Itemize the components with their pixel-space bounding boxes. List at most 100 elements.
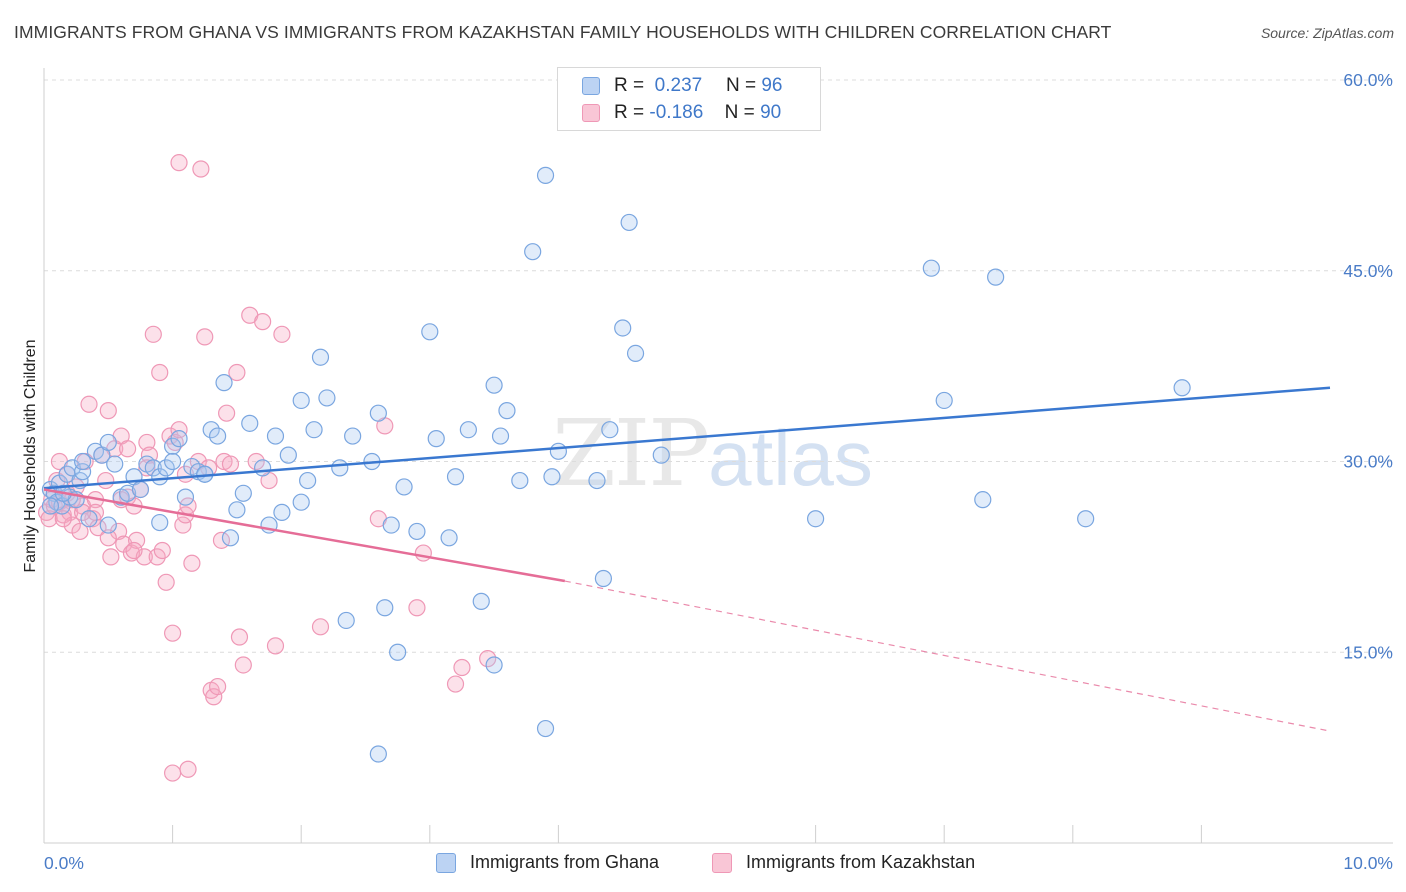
ghana-point	[588, 471, 606, 490]
ghana-point	[299, 471, 317, 490]
ghana-point	[144, 459, 162, 477]
ghana-point	[80, 510, 98, 528]
ghana-point	[498, 402, 516, 420]
ghana-point	[620, 213, 638, 232]
ghana-point	[241, 414, 259, 432]
kazakhstan-point	[118, 440, 137, 458]
legend: R = 0.237 N = 96 R = -0.186 N = 90	[557, 67, 821, 131]
ghana-point	[41, 497, 60, 515]
kazakhstan-trend-extension	[564, 580, 1331, 732]
bottom-legend-label-kazakhstan: Immigrants from Kazakhstan	[746, 852, 976, 872]
kazakhstan-point	[153, 541, 171, 560]
kazakhstan-point	[446, 675, 465, 693]
legend-n-label: N =	[724, 102, 755, 123]
ghana-point	[594, 569, 613, 588]
legend-r-label: R =	[614, 102, 645, 123]
kazakhstan-point	[138, 433, 156, 452]
ghana-point	[337, 611, 355, 630]
ghana-point	[273, 503, 291, 521]
kazakhstan-point	[164, 764, 182, 782]
kazakhstan-point	[247, 452, 265, 471]
kazakhstan-point	[71, 522, 89, 541]
kazakhstan-point	[179, 760, 197, 778]
ghana-point	[935, 391, 953, 410]
legend-n-value: 90	[760, 102, 782, 123]
kazakhstan-point	[144, 325, 162, 343]
kazakhstan-point	[164, 624, 182, 642]
kazakhstan-point	[453, 658, 471, 677]
ghana-point	[408, 522, 426, 541]
ghana-point	[234, 484, 252, 502]
ghana-point	[73, 452, 92, 471]
kazakhstan-point	[109, 522, 128, 541]
ghana-point	[170, 430, 188, 448]
source-label: Source: ZipAtlas.com	[1260, 25, 1394, 41]
ghana-point	[543, 468, 561, 486]
kazakhstan-point	[125, 541, 143, 560]
kazakhstan-point	[273, 325, 291, 343]
kazakhstan-point	[40, 510, 58, 528]
ghana-point	[485, 376, 503, 394]
ghana-point	[305, 421, 323, 439]
ghana-point	[491, 427, 510, 445]
ghana-point	[151, 513, 169, 532]
kazakhstan-point	[99, 529, 117, 547]
ghana-point	[652, 446, 670, 464]
ghana-point	[369, 745, 387, 763]
kazakhstan-point	[311, 618, 330, 636]
kazakhstan-point	[122, 544, 141, 562]
legend-row-ghana: R = 0.237 N = 96	[582, 74, 782, 98]
ghana-point	[344, 427, 362, 445]
ghana-point	[266, 427, 285, 445]
y-tick-label: 45.0%	[1343, 261, 1393, 281]
bottom-legend: Immigrants from Ghana Immigrants from Ka…	[0, 852, 1406, 876]
kazakhstan-point	[192, 160, 210, 178]
y-tick-label: 15.0%	[1343, 642, 1393, 662]
kazakhstan-point	[218, 404, 236, 422]
kazakhstan-point	[254, 313, 272, 331]
ghana-point	[389, 643, 407, 661]
ghana-point	[318, 389, 336, 407]
ghana-point	[459, 421, 477, 439]
kazakhstan-point	[408, 599, 426, 617]
ghana-point	[176, 488, 195, 506]
ghana-point	[472, 592, 490, 610]
ghana-point	[131, 480, 150, 499]
ghana-point	[331, 459, 349, 477]
kazakhstan-point	[221, 455, 240, 473]
ghana-point	[376, 599, 394, 617]
ghana-point	[228, 501, 246, 519]
ghana-point	[292, 391, 310, 410]
ghana-point	[524, 243, 542, 261]
ghana-point	[215, 374, 233, 392]
bottom-legend-ghana: Immigrants from Ghana	[436, 852, 659, 873]
ghana-point	[427, 430, 445, 448]
kazakhstan-point	[196, 328, 214, 346]
ghana-point	[1173, 379, 1191, 397]
kazakhstan-point	[102, 548, 120, 566]
kazakhstan-point	[479, 650, 497, 668]
watermark-zip: ZIP	[552, 400, 710, 507]
trend-lines	[43, 386, 1331, 732]
ghana-point	[536, 719, 555, 738]
ghana-point	[221, 529, 240, 547]
legend-n-label: N =	[725, 75, 757, 96]
bottom-legend-label-ghana: Immigrants from Ghana	[470, 852, 660, 872]
ghana-point	[601, 421, 619, 439]
kazakhstan-point	[99, 402, 117, 420]
ghana-point	[987, 268, 1005, 286]
legend-swatch-kazakhstan	[582, 104, 600, 122]
kazakhstan-point	[135, 548, 153, 566]
bottom-legend-kazakhstan: Immigrants from Kazakhstan	[712, 852, 975, 873]
ghana-point	[440, 529, 458, 547]
ghana-point	[395, 478, 413, 496]
kazakhstan-points	[37, 154, 497, 782]
x-tick-label: 0.0%	[44, 853, 84, 873]
kazakhstan-point	[266, 637, 285, 655]
x-tick-label: 10.0%	[1343, 853, 1393, 873]
legend-row-kazakhstan: R = -0.186 N = 90	[582, 101, 781, 125]
ghana-point	[311, 348, 330, 366]
ghana-point	[99, 433, 117, 452]
bottom-legend-swatch-ghana	[436, 852, 456, 873]
